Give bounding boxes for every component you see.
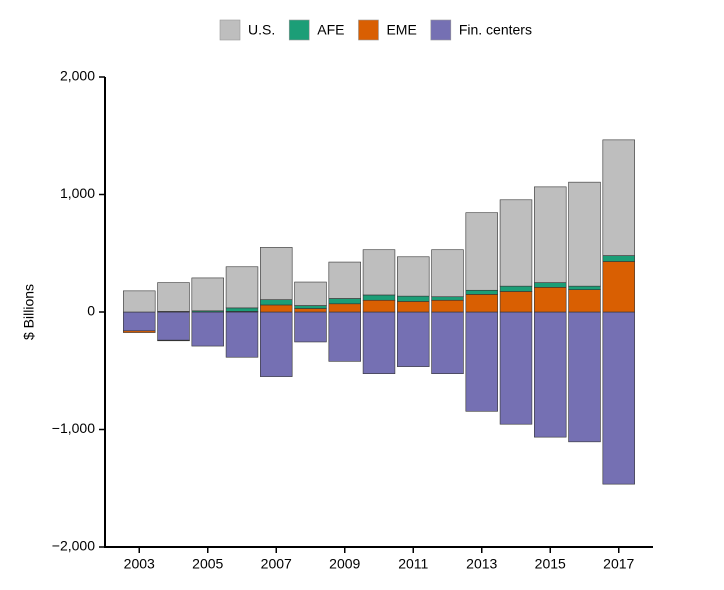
bar [294,308,327,313]
x-tick-label: 2007 [261,556,292,572]
bar [568,311,601,443]
bar [602,255,635,262]
bar [534,186,567,283]
bar [499,199,533,287]
bar [568,181,601,287]
bar [431,296,464,301]
bar [397,311,430,367]
legend-label: AFE [317,22,344,38]
bar [260,304,293,313]
bar [602,261,635,313]
x-tick-label: 2005 [192,556,223,572]
bar [123,290,156,313]
bar [602,139,635,256]
bar [499,311,533,425]
bar [465,311,498,412]
bar [499,285,533,292]
bar [568,285,601,290]
legend-label: EME [386,22,416,38]
bar [465,289,498,295]
bar [328,261,361,299]
bar [260,299,293,306]
bar [225,307,259,312]
bar [260,311,293,377]
bar [123,330,156,333]
legend-swatch [358,19,379,41]
x-tick-label: 2017 [603,556,634,572]
bar [534,311,567,438]
bar [157,311,190,341]
bar [157,339,190,342]
bar [465,294,498,313]
x-tick-label: 2009 [329,556,360,572]
bar [123,311,156,332]
bar [534,282,567,288]
bar [602,311,635,485]
bar [294,305,327,309]
bar [397,301,430,313]
bar [431,249,464,298]
y-axis-label: $ Billions [21,284,37,340]
legend-swatch [219,19,241,41]
bar [191,277,224,312]
bar [568,289,601,313]
y-tick-label: −1,000 [52,420,95,436]
bar [260,247,293,300]
bar [294,281,327,306]
bar [534,287,567,313]
bar [225,266,259,309]
x-tick-label: 2015 [535,556,566,572]
bar [431,311,464,374]
bar [328,311,361,362]
x-tick-label: 2011 [398,556,428,572]
bar [225,311,259,358]
y-tick-label: −2,000 [52,538,95,554]
bar [328,303,361,313]
x-tick-label: 2003 [124,556,155,572]
legend-label: U.S. [248,22,275,38]
bar [157,282,190,312]
legend-swatch [430,19,452,41]
x-tick-label: 2013 [466,556,497,572]
legend-swatch [288,19,310,41]
bar [294,311,327,343]
bar [191,311,224,347]
bar [397,295,430,302]
bar [362,294,396,301]
legend-label: Fin. centers [459,22,532,38]
y-tick-label: 2,000 [60,68,95,84]
y-tick-label: 1,000 [60,185,95,201]
bar [328,298,361,305]
bar [499,291,533,313]
bar [397,256,430,297]
bar [465,212,498,291]
bar [362,299,396,313]
bar [362,311,396,374]
bar [431,299,464,313]
bar [362,249,396,296]
y-tick-label: 0 [87,303,95,319]
